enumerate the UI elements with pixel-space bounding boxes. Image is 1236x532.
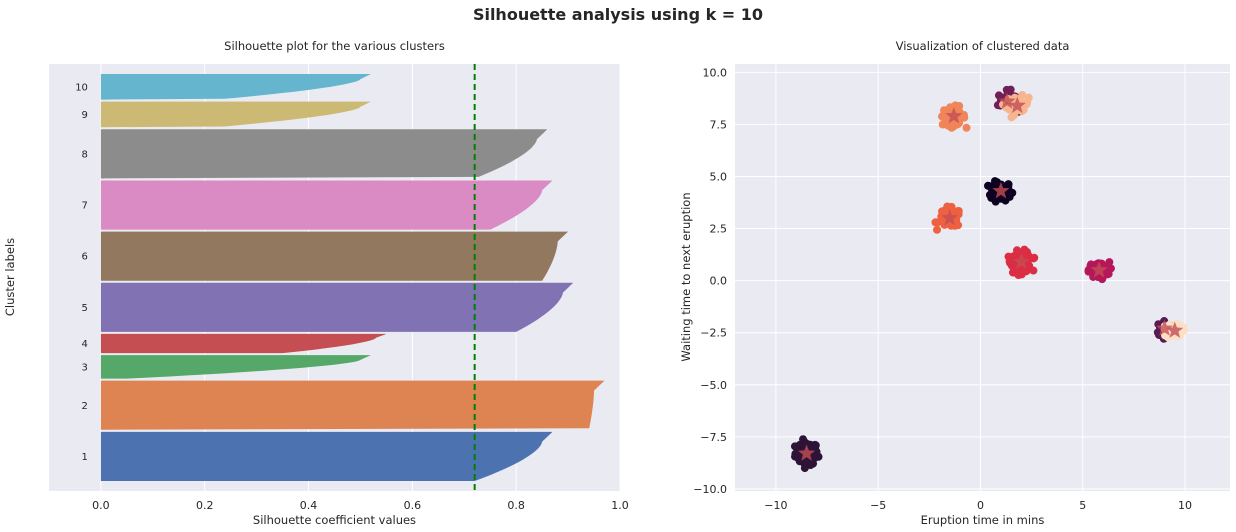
- centroid-star-8: [1090, 261, 1108, 278]
- scatter-y-axis-label: Waiting time to next eruption: [679, 192, 693, 361]
- cluster-scatter-plot: −10 −5 0 5 10 −10.0 −7.5 −5.0 −2.5 0.0 2.5 5.0 7.5 1…: [679, 39, 1230, 527]
- scatter-x-tick-label: 5: [1079, 499, 1086, 512]
- scatter-x-tick-label: −10: [764, 499, 787, 512]
- silhouette-bar-cluster-1: [100, 431, 553, 481]
- silhouette-plot: 1 2 3 4 5 6 7 8 9 10 0.0 0.2 0.4 0.6 0.8 1.0 Silhouett…: [3, 39, 629, 527]
- centroid-star-3: [998, 92, 1016, 109]
- silhouette-x-tick-label: 1.0: [611, 499, 629, 512]
- scatter-y-tick-label: 10.0: [703, 66, 728, 79]
- scatter-point-cluster-2: [1004, 180, 1013, 189]
- scatter-point-cluster-7: [1030, 253, 1039, 262]
- scatter-point-cluster-5: [938, 112, 947, 121]
- silhouette-bar-cluster-2: [74, 380, 605, 430]
- scatter-point-cluster-7: [1029, 266, 1038, 275]
- scatter-grid: [735, 64, 1230, 491]
- scatter-y-tick-label: −2.5: [700, 327, 727, 340]
- silhouette-bar-cluster-6: [100, 231, 569, 281]
- scatter-y-tick-label: 7.5: [710, 118, 728, 131]
- cluster-label-1: 1: [82, 452, 88, 463]
- silhouette-bar-cluster-8: [80, 129, 548, 179]
- centroid-star-6: [941, 209, 959, 226]
- scatter-point-cluster-1: [811, 444, 820, 453]
- silhouette-bar-cluster-4: [100, 333, 387, 354]
- cluster-label-7: 7: [82, 201, 88, 212]
- silhouette-bar-cluster-7: [100, 180, 553, 230]
- scatter-plot-title: Visualization of clustered data: [896, 39, 1070, 53]
- scatter-y-tick-label: −5.0: [700, 379, 727, 392]
- cluster-label-8: 8: [82, 149, 88, 160]
- scatter-point-cluster-4: [1007, 113, 1016, 122]
- silhouette-x-tick-label: 0.2: [196, 499, 214, 512]
- scatter-y-tick-label: 2.5: [710, 223, 728, 236]
- scatter-x-tick-label: 10: [1178, 499, 1192, 512]
- centroid-star-5: [945, 107, 963, 124]
- silhouette-bars: 1 2 3 4 5 6 7 8 9 10: [74, 74, 605, 481]
- scatter-point-cluster-2: [984, 181, 993, 190]
- scatter-point-cluster-1: [802, 439, 811, 448]
- silhouette-plot-title: Silhouette plot for the various clusters: [224, 39, 445, 53]
- centroid-star-4: [1008, 96, 1026, 113]
- silhouette-bar-cluster-3: [100, 355, 371, 379]
- scatter-x-axis-label: Eruption time in mins: [921, 513, 1045, 527]
- scatter-point-cluster-2: [991, 197, 1000, 206]
- scatter-plot-area: [735, 64, 1230, 491]
- scatter-point-cluster-5: [962, 123, 971, 132]
- cluster-label-3: 3: [82, 362, 88, 373]
- silhouette-x-tick-label: 0.6: [404, 499, 422, 512]
- scatter-y-tick-label: 5.0: [710, 170, 728, 183]
- cluster-label-9: 9: [82, 110, 88, 121]
- scatter-x-ticks: −10 −5 0 5 10: [764, 499, 1192, 512]
- centroid-star-2: [992, 182, 1010, 199]
- scatter-y-tick-label: −10.0: [693, 483, 727, 496]
- cluster-centroids: [798, 92, 1184, 461]
- cluster-label-6: 6: [82, 252, 88, 263]
- scatter-y-tick-label: −7.5: [700, 431, 727, 444]
- centroid-star-10: [1166, 321, 1184, 338]
- silhouette-bar-cluster-5: [100, 282, 574, 332]
- scatter-x-tick-label: −5: [870, 499, 886, 512]
- scatter-point-cluster-10: [1179, 323, 1188, 332]
- figure-suptitle: Silhouette analysis using k = 10: [473, 5, 763, 24]
- centroid-star-9: [1155, 319, 1174, 336]
- silhouette-x-tick-label: 0.8: [507, 499, 525, 512]
- silhouette-x-ticks: 0.0 0.2 0.4 0.6 0.8 1.0: [92, 499, 629, 512]
- scatter-point-cluster-7: [1005, 257, 1014, 266]
- scatter-x-tick-label: 0: [977, 499, 984, 512]
- centroid-star-1: [798, 444, 816, 461]
- silhouette-bar-cluster-9: [90, 101, 371, 128]
- silhouette-bar-cluster-10: [90, 74, 371, 100]
- scatter-y-ticks: −10.0 −7.5 −5.0 −2.5 0.0 2.5 5.0 7.5 10.0: [693, 66, 727, 496]
- silhouette-x-tick-label: 0.0: [92, 499, 110, 512]
- silhouette-x-tick-label: 0.4: [300, 499, 318, 512]
- cluster-label-10: 10: [75, 82, 88, 93]
- centroid-star-7: [1012, 252, 1030, 270]
- scatter-point-cluster-6: [933, 225, 942, 234]
- cluster-label-2: 2: [82, 401, 88, 412]
- scatter-point-cluster-7: [1012, 246, 1021, 255]
- scatter-point-cluster-7: [1014, 271, 1023, 280]
- scatter-point-cluster-2: [1005, 192, 1014, 201]
- scatter-point-cluster-7: [1021, 267, 1030, 276]
- cluster-label-5: 5: [82, 303, 88, 314]
- silhouette-x-axis-label: Silhouette coefficient values: [253, 513, 416, 527]
- silhouette-y-axis-label: Cluster labels: [3, 238, 17, 316]
- scatter-y-tick-label: 0.0: [710, 275, 728, 288]
- cluster-label-4: 4: [82, 339, 88, 350]
- scatter-point-cluster-6: [933, 218, 942, 227]
- scatter-point-cluster-4: [1018, 90, 1027, 99]
